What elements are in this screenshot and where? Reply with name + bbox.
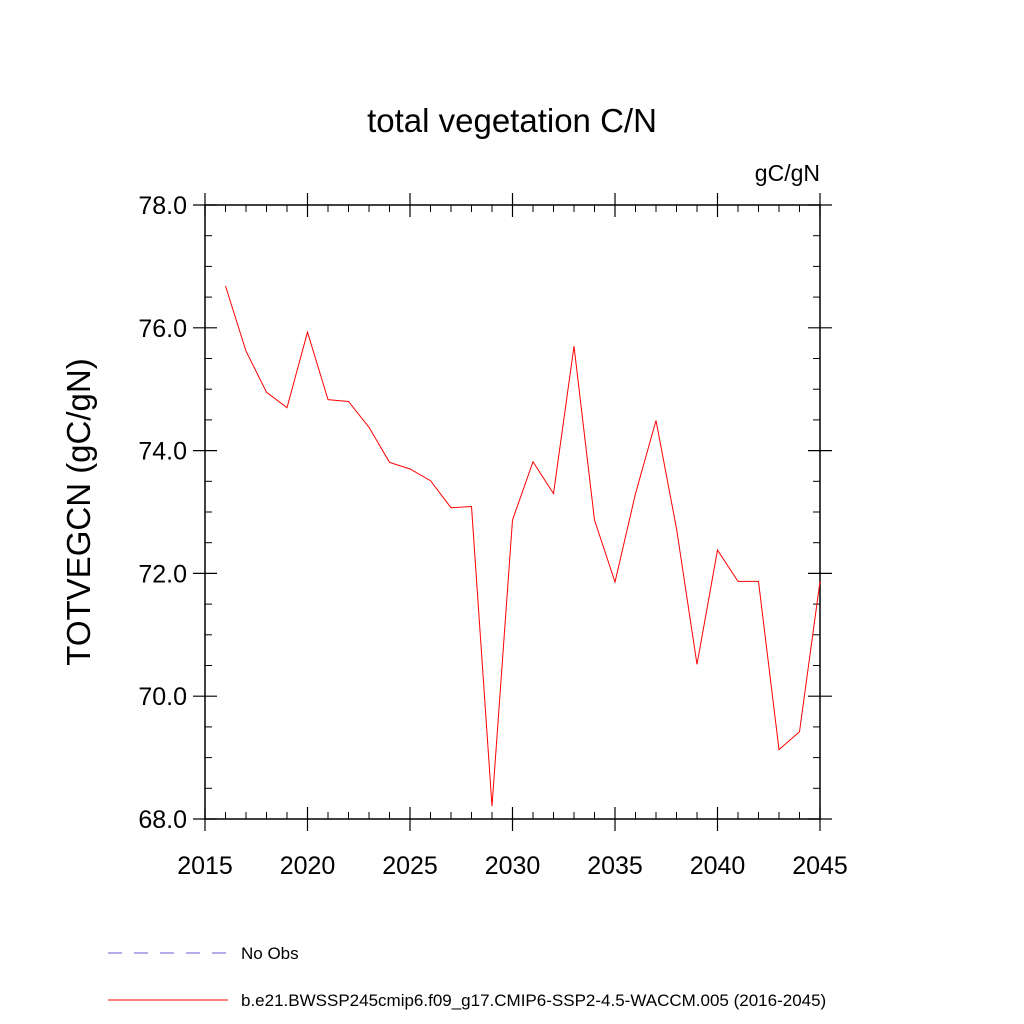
series-line bbox=[225, 285, 821, 807]
y-axis-title: TOTVEGCN (gC/gN) bbox=[60, 358, 97, 665]
legend: No Obs b.e21.BWSSP245cmip6.f09_g17.CMIP6… bbox=[108, 944, 826, 1010]
y-tick-label: 72.0 bbox=[138, 560, 187, 588]
x-tick-label: 2020 bbox=[280, 852, 336, 880]
x-tick-label: 2045 bbox=[792, 852, 848, 880]
legend-label-model: b.e21.BWSSP245cmip6.f09_g17.CMIP6-SSP2-4… bbox=[241, 991, 826, 1010]
series-group bbox=[225, 285, 821, 807]
y-tick-label: 78.0 bbox=[138, 192, 187, 220]
y-tick-labels: 68.0 70.0 72.0 74.0 76.0 78.0 bbox=[138, 192, 187, 834]
y-tick-label: 70.0 bbox=[138, 683, 187, 711]
plot-frame bbox=[204, 204, 821, 820]
y-tick-label: 76.0 bbox=[138, 315, 187, 343]
units-label: gC/gN bbox=[755, 160, 820, 186]
y-tick-label: 74.0 bbox=[138, 438, 187, 466]
x-tick-label: 2040 bbox=[690, 852, 746, 880]
x-tick-label: 2035 bbox=[587, 852, 643, 880]
legend-label-no-obs: No Obs bbox=[241, 944, 299, 963]
y-tick-label: 68.0 bbox=[138, 806, 187, 834]
x-tick-labels: 2015 2020 2025 2030 2035 2040 2045 bbox=[177, 852, 848, 880]
x-tick-label: 2030 bbox=[485, 852, 541, 880]
x-tick-label: 2015 bbox=[177, 852, 233, 880]
x-tick-label: 2025 bbox=[382, 852, 438, 880]
chart-title: total vegetation C/N bbox=[367, 102, 657, 139]
axis-ticks bbox=[193, 193, 832, 831]
